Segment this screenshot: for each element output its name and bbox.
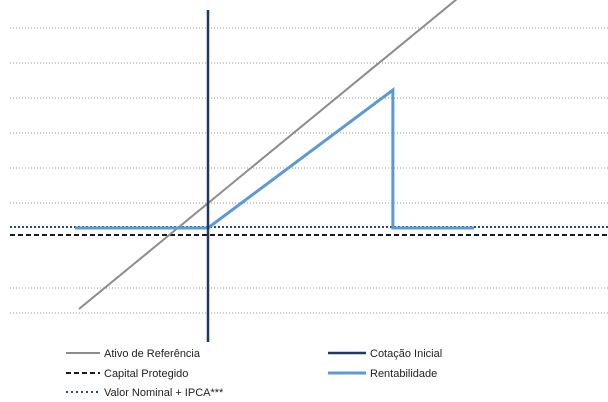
series-rentabilidade-line	[75, 87, 474, 230]
legend-item-cotacao: Cotação Inicial	[328, 345, 442, 363]
gridlines	[10, 27, 608, 314]
legend-swatch-ativo	[66, 345, 100, 363]
legend-item-rentabilidade: Rentabilidade	[328, 365, 437, 383]
series-lines	[10, 0, 608, 342]
legend-swatch-cotacao	[328, 345, 366, 363]
legend-item-ativo: Ativo de Referência	[66, 345, 200, 363]
legend-swatch-rentabilidade	[328, 365, 366, 383]
legend-label-capital: Capital Protegido	[104, 368, 189, 380]
legend-label-cotacao: Cotação Inicial	[370, 348, 443, 360]
legend-label-rentabilidade: Rentabilidade	[370, 368, 438, 380]
legend-swatch-capital	[66, 365, 100, 383]
legend-swatch-valor-nominal	[66, 384, 100, 402]
legend-label-ativo: Ativo de Referência	[104, 348, 200, 360]
legend-item-valor-nominal: Valor Nominal + IPCA***	[66, 384, 223, 402]
payoff-chart	[10, 0, 608, 342]
legend-item-capital: Capital Protegido	[66, 365, 188, 383]
legend-label-valor-nominal: Valor Nominal + IPCA***	[104, 387, 224, 399]
series-ativo-referencia-line	[78, 0, 458, 310]
